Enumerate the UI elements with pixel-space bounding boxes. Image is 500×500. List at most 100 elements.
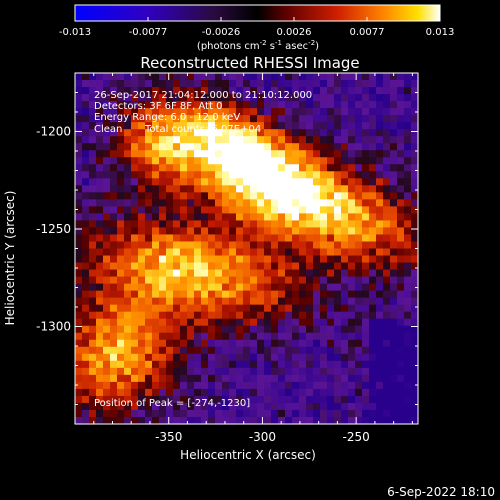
heatmap-cell (215, 136, 223, 144)
heatmap-cell (103, 262, 111, 271)
heatmap-cell (313, 416, 321, 425)
heatmap-cell (117, 122, 125, 130)
heatmap-cell (110, 108, 118, 116)
heatmap-cell (236, 115, 244, 123)
heatmap-cell (222, 311, 230, 320)
heatmap-cell (264, 227, 272, 236)
heatmap-cell (103, 73, 111, 81)
heatmap-cell (264, 304, 272, 313)
heatmap-cell (327, 402, 335, 411)
heatmap-cell (180, 143, 188, 151)
heatmap-cell (208, 157, 216, 165)
heatmap-cell (117, 360, 125, 369)
heatmap-cell (110, 304, 118, 313)
heatmap-cell (124, 87, 132, 95)
heatmap-cell (313, 388, 321, 397)
heatmap-cell (180, 108, 188, 116)
heatmap-cell (138, 402, 146, 411)
heatmap-cell (250, 101, 258, 109)
heatmap-cell (355, 220, 363, 229)
heatmap-cell (82, 115, 90, 123)
heatmap-cell (271, 241, 279, 250)
heatmap-cell (299, 290, 307, 299)
heatmap-cell (383, 269, 391, 278)
heatmap-cell (124, 101, 132, 109)
heatmap-cell (236, 304, 244, 313)
heatmap-cell (152, 360, 160, 369)
heatmap-cell (124, 325, 132, 334)
heatmap-cell (341, 318, 349, 327)
heatmap-cell (145, 143, 153, 151)
heatmap-cell (362, 325, 370, 334)
heatmap-cell (75, 325, 83, 334)
heatmap-cell (390, 164, 398, 172)
heatmap-cell (313, 178, 321, 186)
heatmap-cell (117, 73, 125, 81)
heatmap-cell (89, 199, 97, 207)
heatmap-cell (341, 213, 349, 222)
heatmap-cell (341, 178, 349, 186)
heatmap-cell (110, 101, 118, 109)
heatmap-cell (250, 255, 258, 264)
heatmap-cell (124, 213, 132, 222)
heatmap-cell (173, 367, 181, 376)
heatmap-cell (117, 150, 125, 158)
heatmap-cell (138, 318, 146, 327)
heatmap-cell (257, 220, 265, 229)
heatmap-cell (334, 157, 342, 165)
heatmap-cell (369, 101, 377, 109)
heatmap-cell (313, 367, 321, 376)
heatmap-cell (285, 122, 293, 130)
heatmap-cell (383, 199, 391, 207)
heatmap-cell (292, 178, 300, 186)
heatmap-cell (404, 192, 412, 200)
heatmap-cell (194, 136, 202, 144)
heatmap-cell (355, 297, 363, 306)
heatmap-cell (292, 353, 300, 362)
heatmap-cell (194, 304, 202, 313)
heatmap-cell (334, 80, 342, 88)
heatmap-cell (75, 241, 83, 250)
heatmap-cell (222, 150, 230, 158)
heatmap-cell (208, 304, 216, 313)
heatmap-cell (411, 255, 419, 264)
heatmap-cell (341, 381, 349, 390)
heatmap-cell (236, 353, 244, 362)
heatmap-cell (376, 136, 384, 144)
heatmap-cell (194, 122, 202, 130)
heatmap-cell (404, 325, 412, 334)
heatmap-cell (166, 115, 174, 123)
heatmap-cell (229, 255, 237, 264)
colorbar-tick-label: -0.0026 (202, 27, 241, 38)
heatmap-cell (215, 388, 223, 397)
heatmap-cell (243, 290, 251, 299)
heatmap-cell (194, 416, 202, 425)
heatmap-cell (173, 206, 181, 214)
heatmap-cell (138, 346, 146, 355)
heatmap-cell (292, 346, 300, 355)
heatmap-cell (243, 101, 251, 109)
heatmap-cell (124, 318, 132, 327)
heatmap-cell (180, 367, 188, 376)
heatmap-cell (278, 325, 286, 334)
heatmap-cell (180, 164, 188, 172)
heatmap-cell (222, 381, 230, 390)
heatmap-cell (173, 234, 181, 243)
heatmap-cell (145, 185, 153, 193)
heatmap-cell (313, 346, 321, 355)
heatmap-cell (236, 220, 244, 229)
heatmap-cell (264, 220, 272, 229)
heatmap-cell (355, 108, 363, 116)
heatmap-cell (383, 227, 391, 236)
heatmap-cell (75, 353, 83, 362)
heatmap-cell (236, 87, 244, 95)
heatmap-cell (166, 129, 174, 137)
heatmap-cell (278, 304, 286, 313)
heatmap-cell (271, 318, 279, 327)
heatmap-cell (369, 290, 377, 299)
heatmap-cell (89, 234, 97, 243)
heatmap-cell (341, 290, 349, 299)
heatmap-cell (110, 255, 118, 264)
heatmap-cell (110, 402, 118, 411)
heatmap-cell (411, 80, 419, 88)
